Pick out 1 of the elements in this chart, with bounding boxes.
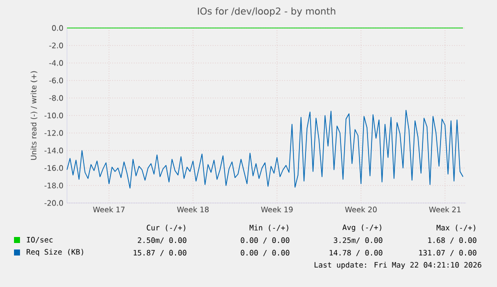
chart-title: IOs for /dev/loop2 - by month <box>198 7 336 16</box>
